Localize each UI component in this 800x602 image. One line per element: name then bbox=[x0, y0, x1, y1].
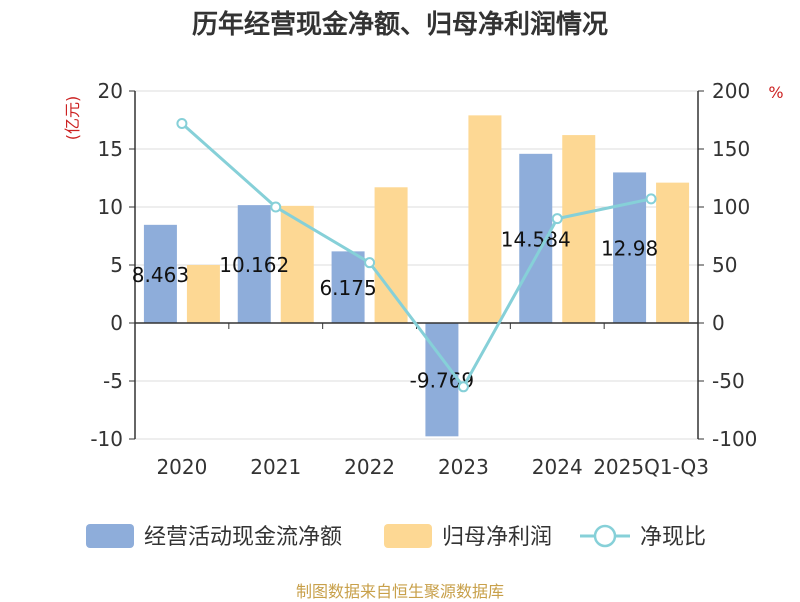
legend-swatch-net-profit bbox=[384, 524, 432, 548]
x-tick-label: 2020 bbox=[156, 455, 207, 479]
data-source-note: 制图数据来自恒生聚源数据库 bbox=[295, 582, 504, 601]
y-left-tick-label: 0 bbox=[110, 311, 123, 335]
y-right-tick-label: -100 bbox=[712, 427, 757, 451]
x-tick-label: 2025Q1-Q3 bbox=[593, 455, 709, 479]
chart-title: 历年经营现金净额、归母净利润情况 bbox=[191, 10, 608, 40]
bar-net-profit bbox=[186, 265, 220, 323]
line-point bbox=[457, 381, 469, 393]
bar-cash-flow bbox=[331, 251, 365, 323]
y-right-tick-label: 150 bbox=[712, 137, 750, 161]
y-left-tick-label: -5 bbox=[103, 369, 123, 393]
line-point bbox=[176, 117, 188, 129]
y-left-tick-label: -10 bbox=[90, 427, 123, 451]
bar-net-profit bbox=[468, 115, 502, 323]
line-point bbox=[551, 213, 563, 225]
y-right-tick-label: 0 bbox=[712, 311, 725, 335]
bar-cash-flow bbox=[143, 224, 177, 323]
bar-cash-flow bbox=[613, 172, 647, 323]
x-tick-label: 2024 bbox=[532, 455, 583, 479]
y-left-axis-label: (亿元) bbox=[63, 96, 82, 141]
line-point bbox=[364, 257, 376, 269]
line-point bbox=[645, 193, 657, 205]
x-tick-label: 2023 bbox=[438, 455, 489, 479]
y-left-tick-label: 20 bbox=[98, 79, 123, 103]
bar-net-profit bbox=[656, 182, 690, 323]
legend-label-cash-flow: 经营活动现金流净额 bbox=[144, 525, 342, 550]
y-right-tick-label: -50 bbox=[712, 369, 745, 393]
y-left-tick-label: 10 bbox=[98, 195, 123, 219]
y-right-tick-label: 100 bbox=[712, 195, 750, 219]
line-point bbox=[270, 201, 282, 213]
y-right-tick-label: 50 bbox=[712, 253, 737, 277]
data-label: 6.175 bbox=[319, 276, 376, 300]
x-tick-label: 2022 bbox=[344, 455, 395, 479]
legend-label-net-profit: 归母净利润 bbox=[442, 525, 552, 550]
legend-swatch-cash-flow bbox=[86, 524, 134, 548]
data-label: 12.98 bbox=[601, 237, 658, 261]
legend-label-ratio: 净现比 bbox=[640, 525, 706, 550]
data-label: 14.584 bbox=[501, 227, 571, 251]
y-right-tick-label: 200 bbox=[712, 79, 750, 103]
legend-swatch-ratio-marker bbox=[593, 524, 617, 548]
data-label: 10.162 bbox=[219, 253, 289, 277]
y-left-tick-label: 5 bbox=[110, 253, 123, 277]
line-cash-ratio bbox=[180, 122, 652, 390]
bar-net-profit bbox=[562, 135, 596, 323]
y-right-axis-label: % bbox=[768, 83, 783, 102]
bar-cash-flow bbox=[237, 205, 271, 323]
bar-net-profit bbox=[374, 187, 408, 323]
y-left-tick-label: 15 bbox=[98, 137, 123, 161]
x-tick-label: 2021 bbox=[250, 455, 301, 479]
data-label: 8.463 bbox=[132, 263, 189, 287]
